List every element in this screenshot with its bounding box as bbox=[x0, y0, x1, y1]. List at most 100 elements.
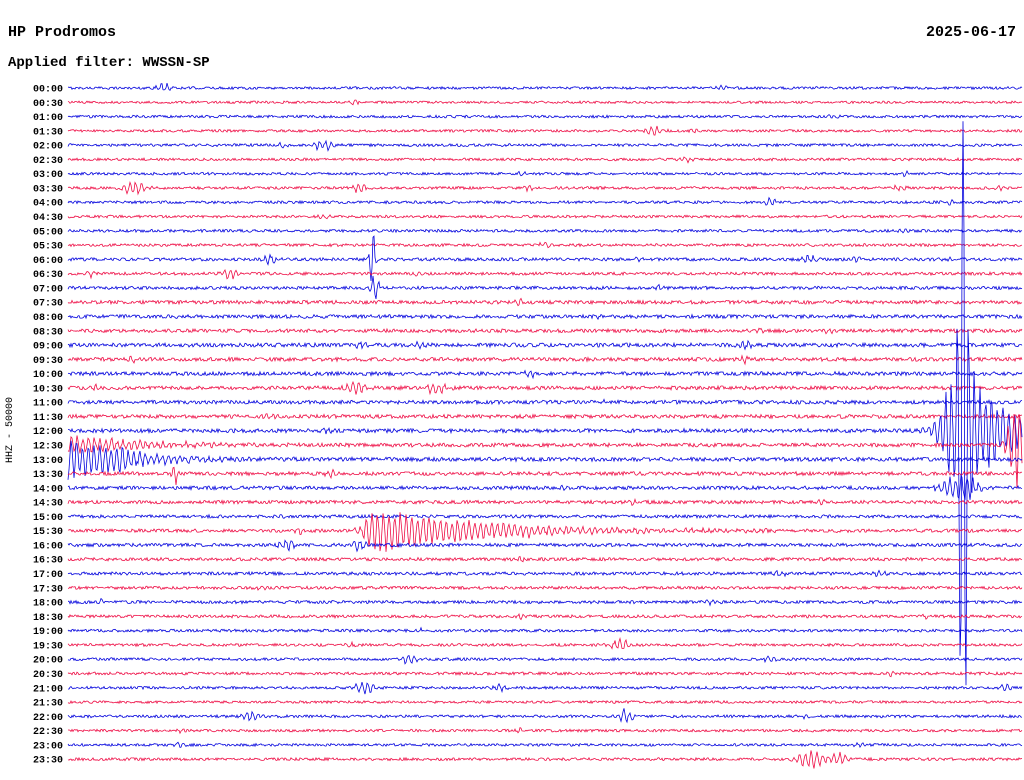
trace-time-label: 04:00 bbox=[33, 199, 63, 210]
trace-21:00 bbox=[67, 681, 1023, 695]
trace-time-label: 15:30 bbox=[33, 527, 63, 538]
date-label: 2025-06-17 bbox=[926, 24, 1016, 41]
trace-22:00 bbox=[67, 708, 1023, 724]
trace-time-label: 05:30 bbox=[33, 242, 63, 253]
trace-time-label: 00:00 bbox=[33, 85, 63, 96]
trace-03:30 bbox=[67, 180, 1023, 196]
trace-time-label: 15:00 bbox=[33, 513, 63, 524]
trace-07:30 bbox=[67, 297, 1023, 307]
trace-13:30 bbox=[67, 466, 1023, 486]
trace-time-label: 03:00 bbox=[33, 170, 63, 181]
trace-time-label: 09:30 bbox=[33, 356, 63, 367]
trace-time-label: 21:30 bbox=[33, 699, 63, 710]
trace-01:30 bbox=[67, 125, 1023, 136]
trace-05:30 bbox=[67, 241, 1023, 249]
trace-time-label: 02:30 bbox=[33, 156, 63, 167]
trace-time-label: 08:30 bbox=[33, 327, 63, 338]
filter-label: Applied filter: WWSSN-SP bbox=[8, 55, 210, 71]
trace-time-label: 23:30 bbox=[33, 756, 63, 767]
trace-time-label: 12:30 bbox=[33, 442, 63, 453]
trace-06:00 bbox=[67, 235, 1023, 282]
trace-time-label: 18:30 bbox=[33, 613, 63, 624]
trace-20:30 bbox=[67, 670, 1023, 678]
trace-00:30 bbox=[67, 99, 1023, 106]
trace-11:00 bbox=[67, 398, 1023, 406]
trace-time-label: 06:00 bbox=[33, 256, 63, 267]
trace-time-label: 07:30 bbox=[33, 299, 63, 310]
trace-13:00 bbox=[67, 440, 1023, 480]
trace-time-label: 14:00 bbox=[33, 484, 63, 495]
trace-time-label: 10:30 bbox=[33, 384, 63, 395]
trace-20:00 bbox=[67, 655, 1023, 665]
trace-23:00 bbox=[67, 741, 1023, 748]
trace-05:00 bbox=[67, 228, 1023, 234]
channel-gain-label: HHZ - 50000 bbox=[5, 397, 16, 463]
trace-time-label: 20:00 bbox=[33, 656, 63, 667]
trace-time-label: 18:00 bbox=[33, 599, 63, 610]
trace-19:30 bbox=[67, 636, 1023, 650]
trace-12:30 bbox=[67, 413, 1023, 489]
trace-23:30 bbox=[67, 750, 1023, 769]
trace-18:00 bbox=[67, 597, 1023, 607]
trace-time-label: 13:00 bbox=[33, 456, 63, 467]
trace-time-label: 17:30 bbox=[33, 584, 63, 595]
trace-10:30 bbox=[67, 380, 1023, 396]
trace-12:00 bbox=[67, 121, 1023, 686]
trace-time-label: 12:00 bbox=[33, 427, 63, 438]
trace-04:30 bbox=[67, 213, 1023, 220]
trace-22:30 bbox=[67, 726, 1023, 735]
trace-time-label: 04:30 bbox=[33, 213, 63, 224]
trace-area: 00:00 00:30 01:00 01:30 02:00 02:30 03:00 03:30… bbox=[33, 82, 1023, 769]
trace-00:00 bbox=[67, 82, 1023, 91]
trace-02:00 bbox=[67, 139, 1023, 152]
trace-10:00 bbox=[67, 369, 1023, 380]
trace-14:00 bbox=[67, 473, 1023, 500]
trace-time-label: 00:30 bbox=[33, 99, 63, 110]
trace-time-label: 22:00 bbox=[33, 713, 63, 724]
trace-time-label: 11:30 bbox=[33, 413, 63, 424]
trace-21:30 bbox=[67, 699, 1023, 705]
trace-18:30 bbox=[67, 613, 1023, 621]
trace-08:00 bbox=[67, 313, 1023, 321]
trace-time-label: 10:00 bbox=[33, 370, 63, 381]
trace-11:30 bbox=[67, 413, 1023, 420]
trace-06:30 bbox=[67, 269, 1023, 280]
trace-time-label: 13:30 bbox=[33, 470, 63, 481]
trace-time-label: 05:00 bbox=[33, 227, 63, 238]
trace-04:00 bbox=[67, 196, 1023, 206]
trace-time-label: 16:30 bbox=[33, 556, 63, 567]
trace-14:30 bbox=[67, 498, 1023, 507]
trace-time-label: 19:00 bbox=[33, 627, 63, 638]
trace-time-label: 20:30 bbox=[33, 670, 63, 681]
trace-time-label: 08:00 bbox=[33, 313, 63, 324]
trace-time-label: 09:00 bbox=[33, 342, 63, 353]
trace-time-label: 01:00 bbox=[33, 113, 63, 124]
trace-01:00 bbox=[67, 114, 1023, 119]
trace-time-label: 22:30 bbox=[33, 727, 63, 738]
trace-16:30 bbox=[67, 555, 1023, 563]
trace-time-label: 07:00 bbox=[33, 284, 63, 295]
station-title: HP Prodromos bbox=[8, 24, 116, 41]
trace-time-label: 02:00 bbox=[33, 142, 63, 153]
trace-19:00 bbox=[67, 626, 1023, 634]
trace-02:30 bbox=[67, 156, 1023, 164]
trace-07:00 bbox=[67, 275, 1023, 299]
trace-15:00 bbox=[67, 513, 1023, 520]
trace-16:00 bbox=[67, 539, 1023, 553]
trace-09:00 bbox=[67, 339, 1023, 351]
trace-time-label: 21:00 bbox=[33, 684, 63, 695]
trace-time-label: 19:30 bbox=[33, 641, 63, 652]
trace-time-label: 11:00 bbox=[33, 399, 63, 410]
trace-time-label: 14:30 bbox=[33, 499, 63, 510]
trace-09:30 bbox=[67, 354, 1023, 366]
trace-17:00 bbox=[67, 569, 1023, 578]
trace-time-label: 06:30 bbox=[33, 270, 63, 281]
trace-15:30 bbox=[67, 512, 1023, 552]
trace-time-label: 01:30 bbox=[33, 127, 63, 138]
trace-time-label: 16:00 bbox=[33, 541, 63, 552]
trace-08:30 bbox=[67, 327, 1023, 335]
trace-17:30 bbox=[67, 585, 1023, 591]
trace-03:00 bbox=[67, 170, 1023, 178]
trace-time-label: 03:30 bbox=[33, 184, 63, 195]
